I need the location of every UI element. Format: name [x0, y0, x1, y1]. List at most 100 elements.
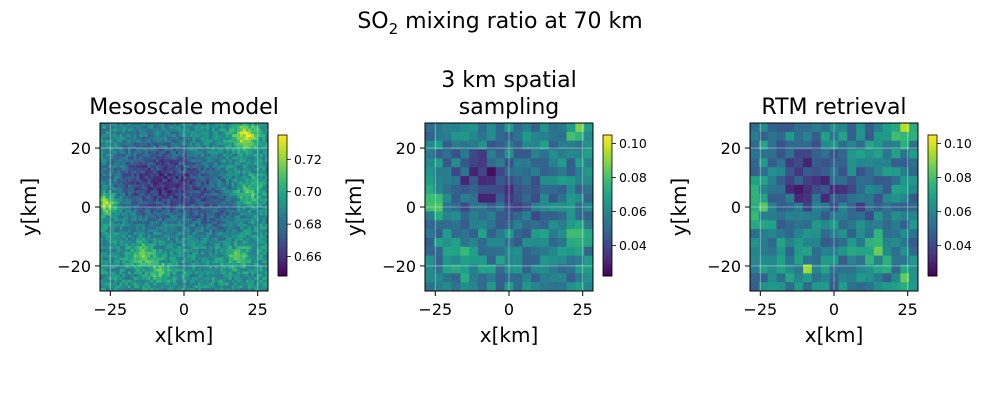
- heatmap-cell: [172, 257, 177, 261]
- heatmap-cell: [139, 181, 143, 186]
- heatmap-cell: [242, 271, 247, 275]
- heatmap-cell: [838, 237, 848, 248]
- heatmap-cell: [158, 232, 163, 236]
- heatmap-cell: [156, 148, 160, 152]
- heatmap-cell: [513, 184, 523, 195]
- heatmap-cell: [217, 179, 221, 183]
- heatmap-cell: [136, 134, 140, 138]
- heatmap-cell: [240, 257, 244, 261]
- heatmap-cell: [192, 201, 196, 205]
- heatmap-cell: [128, 128, 132, 132]
- heatmap-cell: [254, 285, 258, 289]
- heatmap-cell: [776, 264, 786, 274]
- heatmap-cell: [147, 246, 151, 250]
- heatmap-cell: [794, 131, 804, 142]
- heatmap-cell: [114, 193, 118, 197]
- heatmap-cell: [116, 232, 121, 236]
- heatmap-cell: [189, 131, 193, 135]
- heatmap-cell: [776, 140, 786, 151]
- heatmap-cell: [158, 187, 163, 191]
- heatmap-cell: [105, 153, 109, 158]
- heatmap-cell: [181, 193, 185, 197]
- heatmap-cell: [856, 167, 866, 177]
- heatmap-cell: [128, 243, 132, 247]
- heatmap-cell: [181, 207, 185, 211]
- heatmap-cell: [195, 179, 199, 183]
- heatmap-cell: [153, 279, 157, 284]
- heatmap-cell: [158, 257, 163, 261]
- heatmap-cell: [150, 159, 154, 163]
- heatmap-cell: [242, 139, 247, 144]
- colorbar-segment: [278, 156, 287, 159]
- heatmap-cell: [220, 209, 224, 214]
- heatmap-cell: [164, 151, 168, 155]
- heatmap-cell: [111, 162, 115, 166]
- heatmap-cell: [214, 190, 219, 194]
- heatmap-cell: [170, 198, 174, 202]
- x-tick-label: −25: [418, 300, 452, 319]
- heatmap-cell: [847, 237, 857, 248]
- heatmap-cell: [226, 215, 230, 219]
- heatmap-cell: [575, 237, 585, 248]
- heatmap-cell: [248, 204, 252, 208]
- heatmap-cell: [158, 288, 163, 292]
- heatmap-cell: [248, 159, 252, 163]
- heatmap-cell: [248, 193, 252, 197]
- heatmap-cell: [175, 131, 179, 135]
- heatmap-cell: [170, 268, 174, 272]
- heatmap-cell: [251, 243, 255, 247]
- heatmap-cell: [128, 268, 132, 272]
- colorbar-segment: [603, 254, 612, 258]
- colorbar-segment: [278, 179, 287, 183]
- colorbar-segment: [278, 189, 287, 192]
- heatmap-cell: [217, 288, 221, 292]
- heatmap-cell: [178, 134, 182, 138]
- heatmap-cell: [178, 251, 182, 256]
- heatmap-cell: [161, 207, 165, 211]
- heatmap-cell: [133, 263, 137, 267]
- heatmap-cell: [254, 215, 258, 219]
- colorbar-segment: [278, 212, 287, 216]
- heatmap-cell: [442, 273, 453, 283]
- heatmap-cell: [156, 187, 160, 191]
- heatmap-cell: [214, 156, 219, 160]
- heatmap-cell: [214, 139, 219, 144]
- heatmap-cell: [133, 260, 137, 264]
- heatmap-cell: [776, 229, 786, 239]
- heatmap-cell: [469, 264, 479, 274]
- heatmap-cell: [133, 139, 137, 144]
- heatmap-cell: [909, 140, 919, 151]
- heatmap-cell: [785, 264, 795, 274]
- heatmap-cell: [234, 240, 238, 244]
- heatmap-cell: [119, 235, 123, 239]
- heatmap-cell: [119, 251, 123, 256]
- heatmap-cell: [133, 277, 137, 281]
- figure-title: SO2 mixing ratio at 70 km: [357, 9, 642, 38]
- heatmap-cell: [119, 167, 123, 172]
- heatmap-cell: [158, 282, 163, 286]
- colorbar-segment: [928, 240, 937, 244]
- colorbar-segment: [603, 236, 612, 239]
- heatmap-cell: [451, 229, 461, 239]
- heatmap-cell: [217, 134, 221, 138]
- heatmap-cell: [256, 190, 261, 194]
- heatmap-cell: [105, 134, 109, 138]
- heatmap-cell: [128, 254, 132, 258]
- heatmap-cell: [172, 181, 177, 186]
- heatmap-cell: [136, 226, 140, 230]
- heatmap-cell: [838, 255, 848, 265]
- heatmap-cell: [147, 232, 151, 236]
- heatmap-cell: [864, 220, 875, 230]
- heatmap-cell: [147, 235, 151, 239]
- heatmap-cell: [142, 235, 146, 239]
- heatmap-cell: [245, 201, 249, 205]
- heatmap-cell: [170, 153, 174, 158]
- heatmap-cell: [144, 165, 149, 169]
- heatmap-cell: [175, 285, 179, 289]
- heatmap-cell: [240, 187, 244, 191]
- heatmap-cell: [469, 220, 479, 230]
- heatmap-cell: [130, 226, 135, 230]
- heatmap-cell: [192, 235, 196, 239]
- heatmap-cell: [750, 246, 760, 257]
- colorbar-segment: [603, 203, 612, 206]
